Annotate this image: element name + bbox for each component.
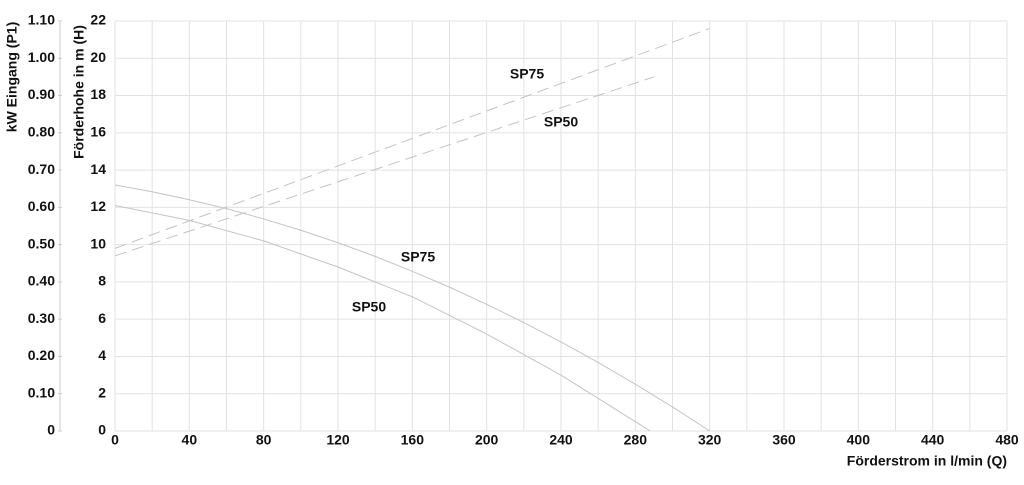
x-tick-label: 280 — [624, 432, 648, 448]
y-tick-label: 16 — [90, 124, 106, 140]
y-axis-title: Förderhohe in m (H) — [71, 25, 87, 159]
y-tick-label: 18 — [90, 86, 106, 102]
y2-tick-label: 0.60 — [28, 198, 55, 214]
head-curve — [114, 205, 651, 432]
y-tick-label: 22 — [90, 12, 106, 28]
curve-label: SP75 — [510, 66, 544, 82]
y2-tick-label: 0.80 — [28, 124, 55, 140]
x-axis-title: Förderstrom in l/min (Q) — [847, 453, 1007, 469]
head-curve — [114, 184, 710, 432]
x-tick-label: 120 — [326, 432, 350, 448]
y2-tick-label: 1.10 — [28, 12, 55, 28]
x-tick-label: 400 — [847, 432, 871, 448]
y-tick-label: 0 — [98, 422, 106, 438]
power-curve — [114, 76, 655, 257]
curve-label: SP50 — [544, 114, 578, 130]
y-tick-label: 4 — [98, 347, 106, 363]
y-tick-label: 8 — [98, 273, 106, 289]
curve-label: SP50 — [352, 299, 386, 315]
x-tick-label: 200 — [475, 432, 499, 448]
x-tick-label: 80 — [256, 432, 272, 448]
x-tick-label: 480 — [995, 432, 1019, 448]
y2-tick-label: 0.10 — [28, 384, 55, 400]
x-tick-label: 40 — [182, 432, 198, 448]
y2-tick-label: 0.30 — [28, 310, 55, 326]
y2-tick-label: 1.00 — [28, 49, 55, 65]
y2-tick-label: 0.20 — [28, 347, 55, 363]
x-tick-label: 320 — [698, 432, 722, 448]
y-tick-label: 2 — [98, 384, 106, 400]
x-tick-label: 160 — [401, 432, 425, 448]
x-tick-label: 440 — [921, 432, 945, 448]
y-tick-label: 20 — [90, 49, 106, 65]
y2-tick-label: 0 — [47, 422, 55, 438]
x-tick-label: 240 — [549, 432, 573, 448]
y2-tick-label: 0.90 — [28, 86, 55, 102]
y-tick-label: 14 — [90, 161, 106, 177]
y-tick-label: 10 — [90, 235, 106, 251]
y-tick-label: 12 — [90, 198, 106, 214]
y2-tick-label: 0.40 — [28, 273, 55, 289]
x-tick-label: 360 — [772, 432, 796, 448]
curve-label: SP75 — [401, 249, 435, 265]
power-curve — [114, 27, 710, 249]
y2-tick-label: 0.50 — [28, 235, 55, 251]
y-tick-label: 6 — [98, 310, 106, 326]
x-tick-label: 0 — [111, 432, 119, 448]
y2-axis-title: kW Eingang (P1) — [4, 22, 20, 132]
y2-tick-label: 0.70 — [28, 161, 55, 177]
